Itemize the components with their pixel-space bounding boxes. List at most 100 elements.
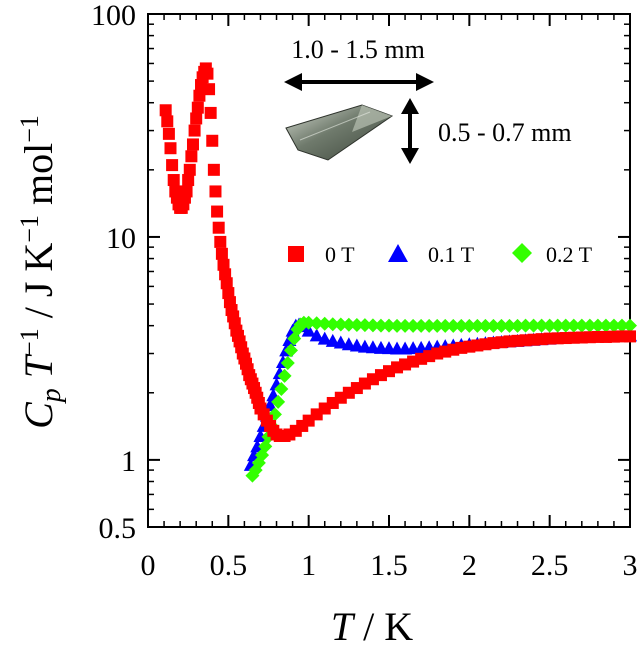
data-point-diamond <box>271 394 286 409</box>
x-tick-label: 0 <box>141 549 156 582</box>
legend-label-0t: 0 T <box>325 242 355 267</box>
data-point-triangle <box>309 328 324 342</box>
data-point-triangle <box>263 398 278 412</box>
data-point-diamond <box>558 318 573 333</box>
legend-label-01t: 0.1 T <box>428 242 475 267</box>
data-point-diamond <box>373 318 388 333</box>
data-point-square <box>211 205 224 218</box>
data-point-diamond <box>283 343 298 358</box>
data-point-square <box>204 106 217 119</box>
y-axis-sup2: −1 <box>15 215 44 243</box>
data-point-diamond <box>317 316 332 331</box>
data-point-diamond <box>518 318 533 333</box>
data-point-triangle <box>250 439 265 453</box>
data-point-diamond <box>365 318 380 333</box>
data-point-diamond <box>566 318 581 333</box>
x-tick-label: 1 <box>301 549 316 582</box>
data-point-square <box>220 277 233 290</box>
data-point-diamond <box>494 318 509 333</box>
legend-marker-0t <box>288 246 304 262</box>
data-point-diamond <box>550 318 565 333</box>
data-points <box>159 62 637 483</box>
y-axis-title: Cp T−1 / J K−1 mol−1 <box>15 115 67 429</box>
data-point-diamond <box>623 318 637 333</box>
data-point-square <box>159 104 172 117</box>
legend: 0 T 0.1 T 0.2 T <box>288 242 593 267</box>
data-point-diamond <box>534 318 549 333</box>
data-point-triangle <box>333 335 348 349</box>
data-point-diamond <box>470 318 485 333</box>
data-point-diamond <box>301 315 316 330</box>
data-point-diamond <box>357 318 372 333</box>
data-point-diamond <box>574 318 589 333</box>
data-point-diamond <box>542 318 557 333</box>
data-point-diamond <box>446 318 461 333</box>
data-point-square <box>185 150 198 163</box>
data-point-square <box>193 89 206 102</box>
x-axis-title: T / K <box>331 604 413 649</box>
data-point-square <box>190 112 203 125</box>
data-point-diamond <box>582 318 597 333</box>
data-point-square <box>207 163 220 176</box>
data-point-diamond <box>398 318 413 333</box>
data-point-diamond <box>430 318 445 333</box>
data-point-square <box>191 101 204 114</box>
data-point-square <box>214 235 227 248</box>
data-point-diamond <box>309 316 324 331</box>
data-point-diamond <box>598 318 613 333</box>
y-axis-sup3: −1 <box>15 115 44 143</box>
y-axis-mid: / J K <box>16 243 61 329</box>
data-point-diamond <box>349 317 364 332</box>
data-point-square <box>161 115 174 128</box>
y-axis-ticks: 0.5 1 10 100 <box>91 0 630 545</box>
y-tick-label: 10 <box>106 222 136 255</box>
data-point-diamond <box>341 317 356 332</box>
data-point-diamond <box>478 318 493 333</box>
x-tick-label: 0.5 <box>210 549 248 582</box>
data-point-triangle <box>301 323 316 337</box>
crystal-image <box>285 104 394 161</box>
data-point-triangle <box>325 333 340 347</box>
horizontal-double-arrow-icon <box>284 73 434 91</box>
length-label: 1.0 - 1.5 mm <box>291 35 425 64</box>
data-point-square <box>188 124 201 137</box>
data-point-diamond <box>502 318 517 333</box>
data-point-diamond <box>274 381 289 396</box>
x-axis-var: T <box>331 604 356 649</box>
data-point-square <box>164 142 177 155</box>
x-tick-label: 3 <box>623 549 638 582</box>
data-point-diamond <box>486 318 501 333</box>
y-axis-var2: T <box>16 353 61 388</box>
data-point-square <box>203 83 216 96</box>
data-point-square <box>222 287 235 300</box>
data-point-diamond <box>590 318 605 333</box>
data-point-diamond <box>333 317 348 332</box>
data-point-diamond <box>526 318 541 333</box>
data-point-square <box>217 258 230 271</box>
data-point-diamond <box>614 318 629 333</box>
data-point-diamond <box>382 318 396 333</box>
data-point-square <box>201 67 214 80</box>
data-point-triangle <box>317 331 332 345</box>
data-point-square <box>182 174 195 187</box>
data-point-diamond <box>606 318 621 333</box>
data-point-square <box>209 185 222 198</box>
data-point-square <box>215 247 228 260</box>
y-axis-mid2: mol <box>16 143 61 215</box>
y-axis-sub: p <box>36 388 67 404</box>
y-tick-label: 1 <box>121 445 136 478</box>
legend-marker-01t <box>388 244 408 262</box>
data-point-diamond <box>422 318 437 333</box>
data-point-square <box>212 221 225 234</box>
data-point-square <box>186 138 199 151</box>
data-point-diamond <box>280 356 295 371</box>
data-point-diamond <box>414 318 429 333</box>
legend-label-02t: 0.2 T <box>546 242 593 267</box>
x-tick-label: 1.5 <box>370 549 408 582</box>
data-point-square <box>167 174 180 187</box>
data-point-square <box>206 134 219 147</box>
data-point-square <box>166 159 179 172</box>
x-axis-ticks: 0 0.5 1 1.5 2 2.5 3 <box>141 14 638 582</box>
data-point-diamond <box>406 318 421 333</box>
